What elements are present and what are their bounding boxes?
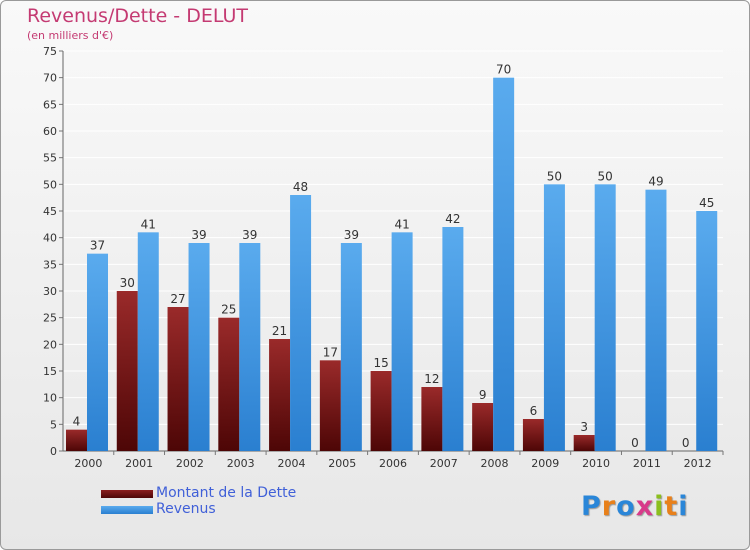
bar-dette [522, 419, 544, 451]
data-label: 50 [547, 169, 562, 183]
data-label: 70 [496, 63, 511, 77]
x-tick-label: 2010 [582, 457, 610, 470]
bar-revenus [340, 243, 362, 451]
bar-revenus [645, 189, 667, 451]
y-tick-label: 15 [43, 365, 57, 378]
x-tick-label: 2011 [633, 457, 661, 470]
data-label: 15 [373, 356, 388, 370]
y-tick-label: 30 [43, 285, 57, 298]
bar-dette [66, 429, 87, 451]
y-tick-label: 25 [43, 312, 57, 325]
data-label: 42 [445, 212, 460, 226]
data-label: 50 [598, 169, 613, 183]
legend-label-revenus: Revenus [156, 501, 216, 517]
legend-swatch-revenus [101, 506, 153, 514]
data-label: 0 [631, 436, 639, 450]
data-label: 41 [141, 217, 156, 231]
data-label: 30 [120, 276, 135, 290]
bar-dette [218, 317, 240, 451]
data-label: 21 [272, 324, 287, 338]
bar-dette [472, 403, 494, 451]
data-label: 45 [699, 196, 714, 210]
x-tick-label: 2003 [227, 457, 255, 470]
bar-revenus [391, 232, 413, 451]
bar-dette [319, 360, 341, 451]
y-tick-label: 75 [43, 45, 57, 58]
x-tick-label: 2000 [74, 457, 102, 470]
bar-revenus [87, 253, 108, 451]
x-tick-label: 2012 [684, 457, 712, 470]
bar-dette [421, 387, 443, 451]
logo-letter: x [635, 491, 655, 522]
y-tick-label: 45 [43, 205, 57, 218]
data-label: 39 [344, 228, 359, 242]
logo-letter: P [581, 491, 602, 522]
logo-letter: r [601, 491, 617, 522]
logo-letter: i [654, 491, 665, 522]
bar-revenus [188, 243, 210, 451]
y-tick-label: 70 [43, 72, 57, 85]
bar-revenus [442, 227, 464, 451]
y-tick-label: 5 [50, 418, 57, 431]
proxiti-logo: Proxiti [581, 491, 689, 522]
data-label: 41 [394, 217, 409, 231]
x-tick-label: 2009 [531, 457, 559, 470]
data-label: 39 [191, 228, 206, 242]
chart-subtitle: (en milliers d'€) [27, 29, 114, 42]
data-label: 6 [530, 404, 538, 418]
x-tick-label: 2006 [379, 457, 407, 470]
data-label: 3 [580, 420, 588, 434]
logo-letter: o [616, 491, 636, 522]
bar-dette [116, 291, 138, 451]
y-tick-label: 10 [43, 392, 57, 405]
bar-revenus [696, 211, 718, 451]
x-tick-label: 2001 [125, 457, 153, 470]
bar-revenus [290, 195, 312, 451]
y-tick-label: 0 [50, 445, 57, 458]
data-label: 37 [90, 239, 105, 253]
x-tick-label: 2002 [176, 457, 204, 470]
data-label: 49 [648, 175, 663, 189]
bar-revenus [137, 232, 159, 451]
chart-title: Revenus/Dette - DELUT [27, 5, 248, 27]
data-label: 12 [424, 372, 439, 386]
bar-dette [573, 435, 595, 451]
data-label: 25 [221, 303, 236, 317]
bar-revenus [239, 243, 261, 451]
bar-revenus [594, 184, 616, 452]
data-label: 9 [479, 388, 487, 402]
bar-dette [269, 339, 291, 451]
bar-revenus [493, 77, 515, 452]
data-label: 27 [170, 292, 185, 306]
x-tick-label: 2008 [481, 457, 509, 470]
y-tick-label: 60 [43, 125, 57, 138]
data-label: 17 [323, 345, 338, 359]
logo-letter: i [678, 491, 689, 522]
y-tick-label: 35 [43, 258, 57, 271]
x-tick-label: 2004 [277, 457, 305, 470]
x-tick-label: 2007 [430, 457, 458, 470]
y-tick-label: 20 [43, 338, 57, 351]
legend-label-dette: Montant de la Dette [156, 485, 297, 501]
y-tick-label: 40 [43, 232, 57, 245]
data-label: 0 [682, 436, 690, 450]
logo-letter: t [664, 491, 679, 522]
legend-swatch-dette [101, 490, 153, 498]
bar-dette [370, 371, 392, 451]
y-tick-label: 50 [43, 178, 57, 191]
data-label: 39 [242, 228, 257, 242]
bar-revenus [543, 184, 565, 452]
data-label: 48 [293, 180, 308, 194]
y-tick-label: 65 [43, 98, 57, 111]
data-label: 4 [73, 415, 81, 429]
x-tick-label: 2005 [328, 457, 356, 470]
y-tick-label: 55 [43, 152, 57, 165]
bar-dette [167, 307, 189, 451]
